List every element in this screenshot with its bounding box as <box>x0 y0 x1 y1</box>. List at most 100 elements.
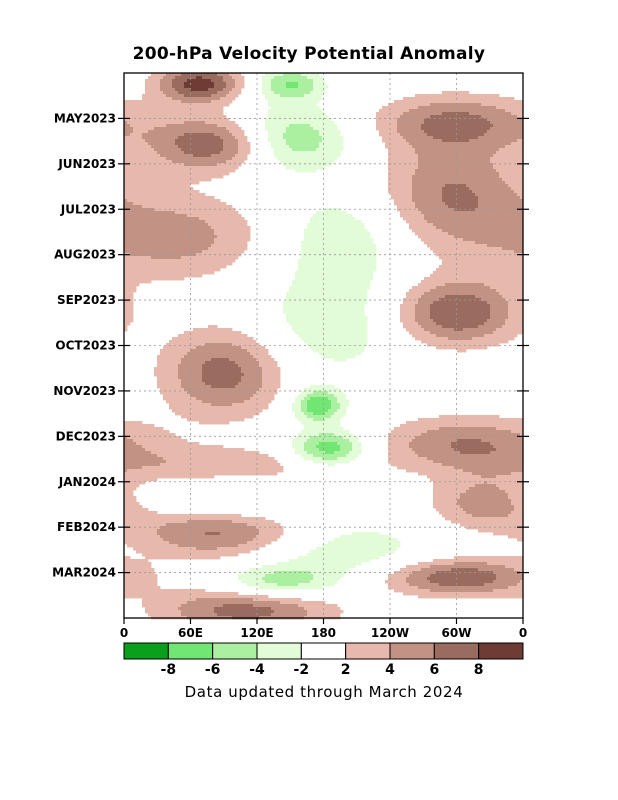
field-cell <box>502 112 505 115</box>
field-cell <box>241 130 244 133</box>
field-cell <box>280 148 283 151</box>
field-cell <box>328 142 331 145</box>
field-cell <box>241 76 244 79</box>
field-cell <box>319 145 322 148</box>
field-cell <box>427 148 430 151</box>
field-cell <box>352 226 355 229</box>
field-cell <box>481 172 484 175</box>
field-cell <box>295 151 298 154</box>
field-cell <box>187 139 190 142</box>
field-cell <box>367 238 370 241</box>
field-cell <box>139 205 142 208</box>
field-cell <box>151 220 154 223</box>
field-cell <box>241 157 244 160</box>
field-cell <box>412 181 415 184</box>
field-cell <box>490 184 493 187</box>
field-cell <box>283 82 286 85</box>
field-cell <box>412 151 415 154</box>
field-cell <box>457 100 460 103</box>
field-cell <box>139 157 142 160</box>
field-cell <box>208 172 211 175</box>
field-cell <box>472 196 475 199</box>
field-cell <box>271 124 274 127</box>
field-cell <box>316 97 319 100</box>
field-cell <box>214 211 217 214</box>
field-cell <box>430 97 433 100</box>
field-cell <box>271 145 274 148</box>
field-cell <box>193 217 196 220</box>
field-cell <box>307 226 310 229</box>
field-cell <box>214 202 217 205</box>
field-cell <box>325 139 328 142</box>
field-cell <box>235 232 238 235</box>
field-cell <box>136 181 139 184</box>
field-cell <box>244 136 247 139</box>
field-cell <box>235 211 238 214</box>
field-cell <box>151 196 154 199</box>
field-cell <box>292 100 295 103</box>
field-cell <box>484 148 487 151</box>
field-cell <box>235 127 238 130</box>
field-cell <box>475 109 478 112</box>
field-cell <box>199 199 202 202</box>
field-cell <box>379 121 382 124</box>
field-cell <box>445 214 448 217</box>
field-cell <box>310 229 313 232</box>
field-cell <box>442 100 445 103</box>
field-cell <box>205 76 208 79</box>
field-cell <box>151 85 154 88</box>
field-cell <box>127 199 130 202</box>
field-cell <box>178 82 181 85</box>
field-cell <box>466 115 469 118</box>
field-cell <box>154 217 157 220</box>
field-cell <box>292 94 295 97</box>
field-cell <box>211 202 214 205</box>
field-cell <box>397 160 400 163</box>
field-cell <box>235 154 238 157</box>
field-cell <box>172 220 175 223</box>
field-cell <box>154 232 157 235</box>
field-cell <box>157 166 160 169</box>
field-cell <box>403 175 406 178</box>
field-cell <box>424 100 427 103</box>
field-cell <box>202 88 205 91</box>
field-cell <box>430 145 433 148</box>
field-cell <box>172 115 175 118</box>
field-cell <box>268 124 271 127</box>
field-cell <box>496 220 499 223</box>
field-cell <box>511 148 514 151</box>
field-cell <box>442 97 445 100</box>
field-cell <box>352 232 355 235</box>
field-cell <box>286 124 289 127</box>
field-cell <box>172 202 175 205</box>
field-cell <box>490 130 493 133</box>
field-cell <box>220 91 223 94</box>
field-cell <box>283 115 286 118</box>
field-cell <box>514 193 517 196</box>
field-cell <box>412 178 415 181</box>
field-cell <box>445 235 448 238</box>
field-cell <box>394 181 397 184</box>
field-cell <box>151 214 154 217</box>
field-cell <box>226 127 229 130</box>
field-cell <box>415 217 418 220</box>
field-cell <box>235 76 238 79</box>
field-cell <box>493 208 496 211</box>
field-cell <box>514 112 517 115</box>
field-cell <box>292 82 295 85</box>
field-cell <box>280 127 283 130</box>
field-cell <box>448 232 451 235</box>
field-cell <box>469 130 472 133</box>
field-cell <box>226 172 229 175</box>
field-cell <box>142 148 145 151</box>
field-cell <box>208 166 211 169</box>
field-cell <box>151 175 154 178</box>
field-cell <box>424 154 427 157</box>
field-cell <box>406 97 409 100</box>
field-cell <box>505 103 508 106</box>
field-cell <box>325 130 328 133</box>
field-cell <box>475 187 478 190</box>
field-cell <box>463 139 466 142</box>
field-cell <box>427 127 430 130</box>
field-cell <box>487 106 490 109</box>
